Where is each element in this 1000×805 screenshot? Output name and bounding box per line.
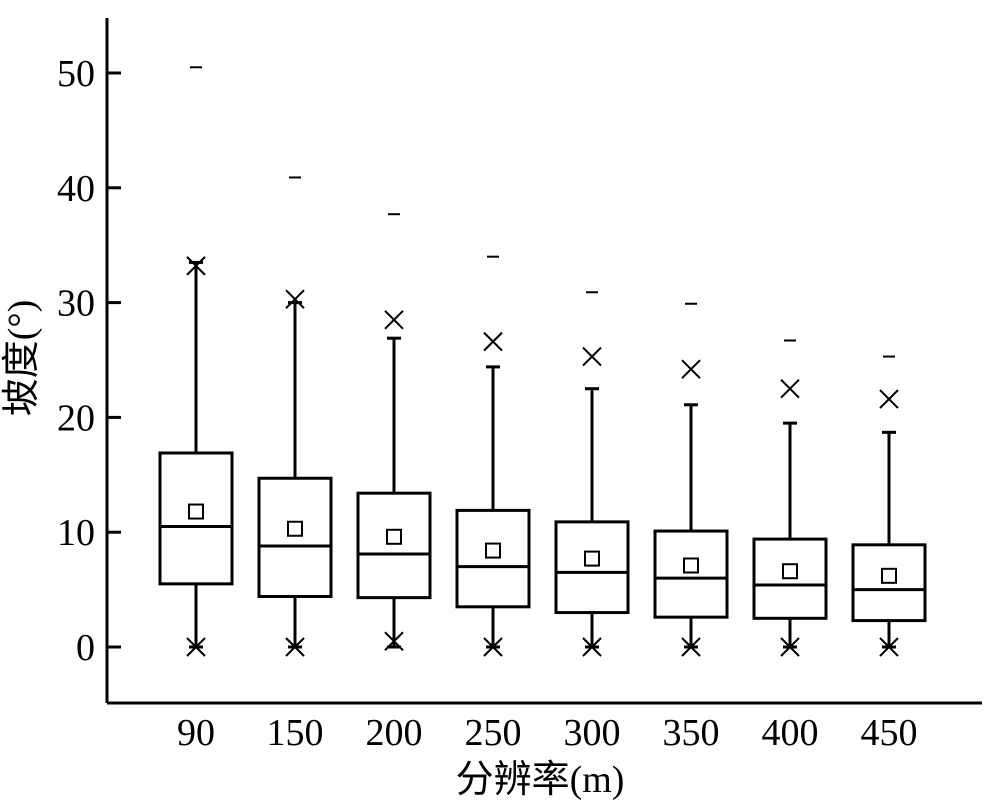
y-tick-label: 50 (57, 53, 95, 95)
axes (105, 18, 982, 705)
box-item (752, 339, 828, 657)
y-axis-title: 坡度(°) (1, 300, 43, 417)
box-item (356, 213, 432, 651)
mean-marker (584, 550, 600, 567)
p1-marker (582, 637, 602, 657)
iqr-box (554, 520, 630, 615)
iqr-box (653, 529, 729, 619)
iqr-box (257, 476, 333, 598)
y-axis-ticks: 0 10 20 30 40 50 (57, 53, 121, 669)
p99-marker (582, 346, 602, 367)
mean-marker (287, 520, 303, 537)
y-tick-label: 10 (57, 512, 95, 554)
p1-marker (879, 637, 899, 657)
p1-marker (285, 637, 305, 657)
mean-marker (782, 563, 798, 580)
mean-marker (386, 528, 402, 545)
p1-marker (384, 631, 404, 651)
x-tick-label: 90 (177, 712, 215, 754)
iqr-box (356, 491, 432, 600)
p1-marker (483, 637, 503, 657)
mean-marker (683, 557, 699, 574)
mean-marker (881, 567, 897, 584)
iqr-box (455, 508, 531, 609)
x-tick-label: 350 (663, 712, 720, 754)
x-axis-title: 分辨率(m) (456, 759, 625, 801)
box-item (158, 66, 234, 657)
x-tick-label: 250 (465, 712, 522, 754)
p99-marker (186, 256, 206, 276)
iqr-box (158, 451, 234, 586)
x-tick-label: 150 (267, 712, 324, 754)
x-tick-label: 450 (861, 712, 918, 754)
box-item (455, 255, 531, 657)
y-tick-label: 30 (57, 283, 95, 325)
p99-marker (285, 289, 305, 309)
x-axis-ticks: 90 150 200 250 300 350 400 450 (177, 712, 918, 754)
p1-marker (186, 637, 206, 657)
box-item (257, 176, 333, 657)
p1-marker (780, 637, 800, 657)
iqr-box (851, 543, 927, 623)
mean-marker (188, 503, 204, 520)
iqr-box (752, 537, 828, 620)
boxes-group (158, 66, 927, 657)
p1-marker (681, 637, 701, 657)
x-tick-label: 200 (366, 712, 423, 754)
p99-marker (384, 310, 404, 330)
box-item (653, 302, 729, 657)
box-item (851, 355, 927, 657)
p99-marker (879, 389, 899, 409)
y-tick-label: 20 (57, 397, 95, 439)
box-item (554, 291, 630, 657)
y-tick-label: 0 (76, 627, 95, 669)
x-tick-label: 300 (564, 712, 621, 754)
p99-marker (780, 378, 800, 399)
y-tick-label: 40 (57, 168, 95, 210)
mean-marker (485, 542, 501, 559)
x-tick-label: 400 (762, 712, 819, 754)
p99-marker (483, 331, 503, 352)
p99-marker (681, 359, 701, 379)
